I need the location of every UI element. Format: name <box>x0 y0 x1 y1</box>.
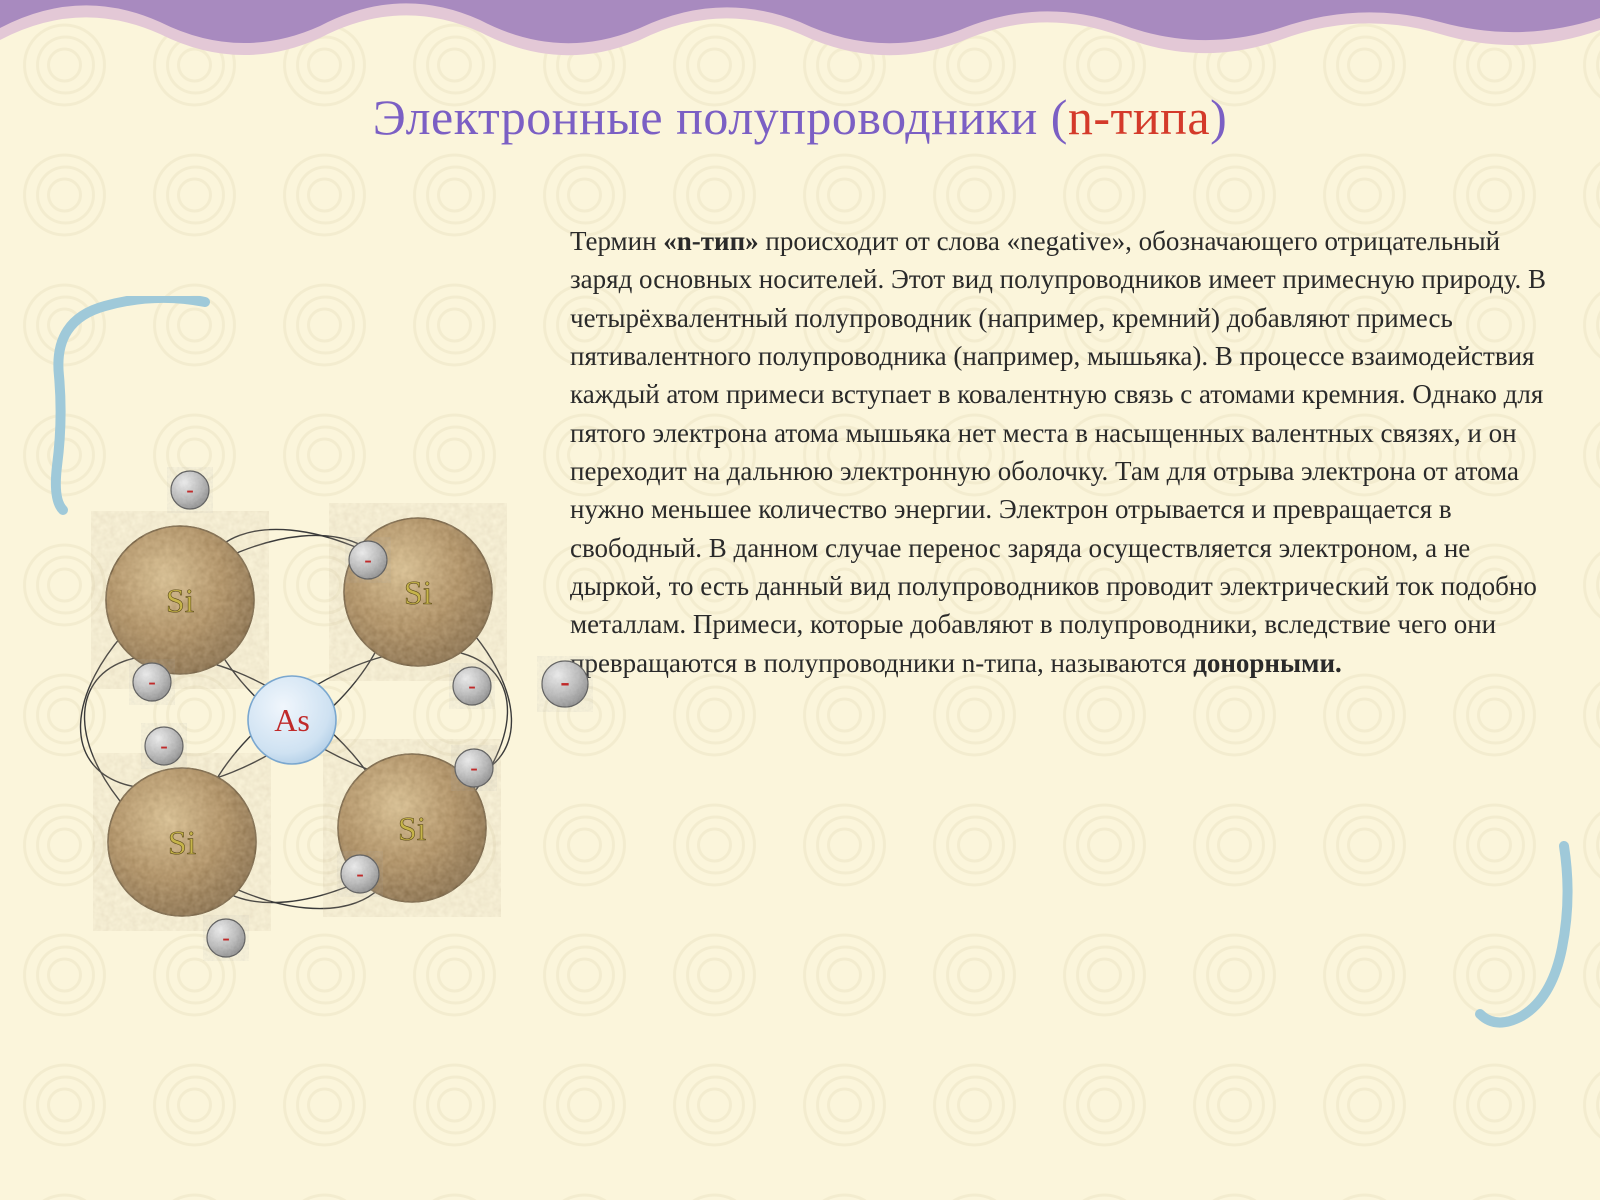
atom-diagram: Si Si Si Si As - - - - - - - - - <box>60 430 580 1050</box>
top-decorative-border <box>0 0 1600 70</box>
svg-text:-: - <box>470 755 477 780</box>
svg-text:-: - <box>364 547 371 572</box>
title-highlight: n-типа <box>1068 89 1210 145</box>
slide-title: Электронные полупроводники (n-типа) <box>0 88 1600 146</box>
svg-text:-: - <box>148 669 155 694</box>
decorative-squiggle-right <box>1472 838 1582 1038</box>
svg-text:-: - <box>222 925 229 950</box>
svg-text:As: As <box>274 702 310 738</box>
title-paren-open: ( <box>1051 89 1068 145</box>
svg-text:Si: Si <box>398 811 426 848</box>
svg-text:-: - <box>560 667 569 698</box>
svg-text:-: - <box>356 861 363 886</box>
para-pre: Термин <box>570 226 663 256</box>
svg-text:Si: Si <box>404 575 432 612</box>
body-paragraph: Термин «n-тип» происходит от слова «nega… <box>570 222 1550 682</box>
svg-text:-: - <box>160 733 167 758</box>
para-mid: происходит от слова «negative», обознача… <box>570 226 1546 678</box>
svg-text:-: - <box>186 477 193 502</box>
svg-text:Si: Si <box>166 583 194 620</box>
svg-text:Si: Si <box>168 825 196 862</box>
svg-text:-: - <box>468 673 475 698</box>
para-bold-1: «n-тип» <box>663 226 758 256</box>
title-main: Электронные полупроводники <box>373 89 1051 145</box>
para-bold-2: донорными. <box>1193 648 1342 678</box>
title-paren-close: ) <box>1210 89 1227 145</box>
